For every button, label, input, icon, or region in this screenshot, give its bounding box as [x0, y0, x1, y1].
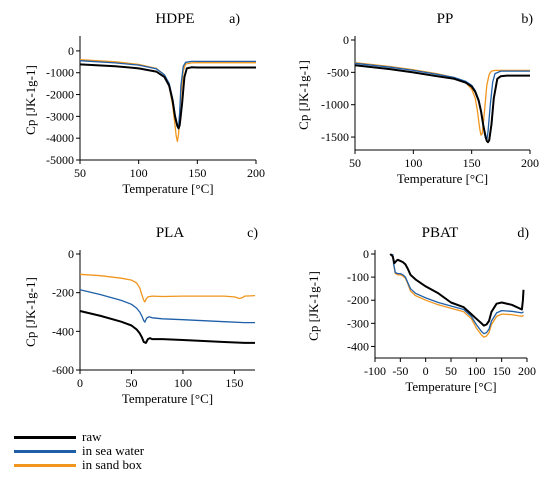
- legend-swatch-sand: [14, 464, 76, 467]
- legend-item-sand: in sand box: [14, 457, 214, 472]
- series-line-sand: [79, 273, 256, 303]
- x-tick-label: 0: [423, 364, 429, 378]
- y-tick-label: -200: [52, 286, 74, 300]
- legend: raw in sea water in sand box: [14, 429, 214, 472]
- x-tick-label: 150: [493, 364, 511, 378]
- y-tick-label: -5000: [46, 153, 74, 167]
- x-tick-label: 150: [188, 166, 206, 180]
- y-axis-label: Cp [JK-1g-1]: [23, 277, 38, 347]
- x-tick-label: 50: [445, 364, 457, 378]
- series-line-sea: [79, 60, 256, 127]
- series-line-raw: [389, 253, 525, 327]
- x-axis-label: Temperature [°C]: [122, 391, 213, 406]
- y-tick-label: 0: [343, 33, 349, 47]
- x-tick-label: 150: [225, 376, 243, 390]
- legend-swatch-raw: [14, 436, 76, 439]
- y-tick-label: -3000: [46, 109, 74, 123]
- x-tick-label: -100: [364, 364, 386, 378]
- chart-panel-pbat: 0 -100 -200 -300 -400 -100 -50 0 50 100 150 200 PBAT…: [306, 225, 536, 394]
- x-tick-label: 50: [349, 156, 361, 170]
- series-line-sand: [79, 58, 256, 143]
- y-tick-label: -2000: [46, 88, 74, 102]
- legend-swatch-sea: [14, 450, 76, 453]
- x-tick-label: 50: [125, 376, 137, 390]
- y-tick-label: -500: [327, 65, 349, 79]
- panel-label: a): [229, 12, 240, 27]
- y-tick-label: 0: [68, 247, 74, 261]
- panel-label: b): [521, 12, 533, 27]
- x-tick-label: 200: [518, 364, 536, 378]
- series-line-sea: [354, 62, 530, 141]
- series-line-sea: [79, 289, 255, 324]
- y-tick-label: 0: [68, 44, 74, 58]
- x-tick-label: 200: [521, 156, 539, 170]
- x-axis-label: Temperature [°C]: [405, 379, 496, 394]
- y-tick-label: -600: [52, 363, 74, 377]
- x-tick-label: 100: [467, 364, 485, 378]
- y-tick-label: -1000: [46, 66, 74, 80]
- y-tick-label: -400: [347, 339, 369, 353]
- y-tick-label: -200: [347, 293, 369, 307]
- series-line-sand: [392, 253, 524, 338]
- chart-title: HDPE: [155, 11, 194, 27]
- x-tick-label: 200: [247, 166, 265, 180]
- y-axis-label: Cp [JK-1g-1]: [296, 60, 311, 130]
- legend-item-raw: raw: [14, 429, 214, 444]
- x-tick-label: -50: [392, 364, 408, 378]
- panel-label: c): [247, 226, 258, 241]
- series-line-raw: [79, 310, 255, 344]
- y-tick-label: -1500: [321, 130, 349, 144]
- chart-title: PP: [437, 11, 454, 27]
- y-tick-label: -100: [347, 270, 369, 284]
- chart-title: PBAT: [422, 225, 459, 241]
- y-tick-label: -4000: [46, 131, 74, 145]
- legend-label-sea: in sea water: [82, 443, 145, 458]
- chart-title: PLA: [156, 225, 185, 241]
- x-tick-label: 50: [74, 166, 86, 180]
- legend-item-sea: in sea water: [14, 443, 214, 458]
- y-tick-label: -1000: [321, 98, 349, 112]
- x-tick-label: 0: [77, 376, 83, 390]
- x-tick-label: 100: [404, 156, 422, 170]
- x-axis-label: Temperature [°C]: [122, 181, 213, 196]
- x-tick-label: 100: [174, 376, 192, 390]
- y-axis-label: Cp [JK-1g-1]: [23, 65, 38, 135]
- panel-label: d): [517, 226, 529, 241]
- legend-label-raw: raw: [82, 429, 102, 444]
- x-tick-label: 150: [463, 156, 481, 170]
- x-tick-label: 100: [130, 166, 148, 180]
- x-axis-label: Temperature [°C]: [397, 171, 488, 186]
- series-line-raw: [354, 64, 530, 144]
- y-tick-label: 0: [363, 247, 369, 261]
- y-tick-label: -300: [347, 316, 369, 330]
- y-tick-label: -400: [52, 324, 74, 338]
- y-axis-label: Cp [JK-1g-1]: [306, 271, 321, 341]
- series-line-raw: [79, 63, 256, 130]
- legend-label-sand: in sand box: [82, 457, 142, 472]
- series-line-sand: [354, 61, 530, 136]
- series-line-sea: [392, 253, 524, 335]
